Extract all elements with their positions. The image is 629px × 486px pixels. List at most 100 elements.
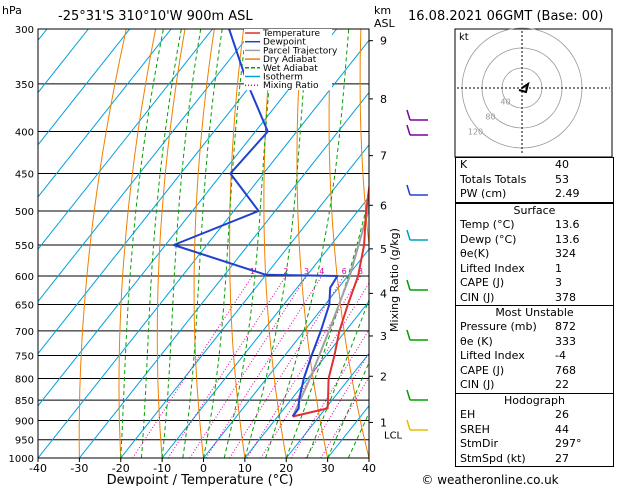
x-tick-label: 30 xyxy=(321,462,335,475)
stat-row: SREH 44 xyxy=(456,423,613,438)
wind-barb-flag xyxy=(406,124,411,136)
legend-bg xyxy=(244,46,332,56)
legend-bg xyxy=(244,29,332,38)
pressure-tick-label: 600 xyxy=(15,272,34,283)
mixing-ratio-label: 10 xyxy=(368,267,378,276)
km-tick-label: 8 xyxy=(380,93,387,106)
stat-label: θe (K) xyxy=(460,334,493,348)
stat-label: Lifted Index xyxy=(460,261,525,275)
x-tick-label: -30 xyxy=(70,462,88,475)
wet-adiabat-line xyxy=(265,29,350,458)
isotherm-line xyxy=(38,29,338,407)
mixing-ratio-label: 3 xyxy=(304,267,309,276)
wind-barb-flag xyxy=(406,419,411,431)
pressure-tick-label: 650 xyxy=(15,301,34,312)
stat-value: 378 xyxy=(555,290,576,304)
stat-label: CAPE (J) xyxy=(460,363,505,377)
km-tick-label: 6 xyxy=(380,199,387,212)
isotherm-line xyxy=(38,29,89,94)
stat-label: CIN (J) xyxy=(460,378,495,392)
wet-adiabat-line xyxy=(306,298,369,458)
height-ref: ASL xyxy=(374,17,396,30)
stat-value: -4 xyxy=(555,349,566,363)
legend-bg xyxy=(244,55,332,65)
x-tick-label: 10 xyxy=(238,462,252,475)
km-tick-label: 7 xyxy=(380,150,387,163)
pressure-tick-label: 950 xyxy=(15,436,34,447)
most-unstable-panel: Most Unstable Pressure (mb) 872 θe (K) 333 L… xyxy=(455,305,614,394)
legend-entry: Temperature xyxy=(262,29,320,39)
hodograph-stats-panel: Hodograph EH 26 SREH 44 StmDir 297° StmSpd (kt… xyxy=(455,393,614,468)
wind-barb-flag xyxy=(406,229,411,241)
isotherm-line xyxy=(203,248,369,458)
stat-row: StmDir 297° xyxy=(456,437,613,452)
pressure-tick-label: 350 xyxy=(15,80,34,91)
stat-value: 26 xyxy=(555,408,569,421)
stat-label: CIN (J) xyxy=(460,290,495,304)
legend-bg xyxy=(244,72,332,82)
stat-row: EH 26 xyxy=(456,408,613,423)
mixing-ratio-label: 2 xyxy=(283,267,288,276)
isotherm-line xyxy=(38,29,213,250)
hodograph-stats-title: Hodograph xyxy=(504,394,565,407)
wind-barb-flag xyxy=(406,329,411,341)
legend-entry: Isotherm xyxy=(263,73,303,83)
mixing-ratio-label: 20 xyxy=(411,267,421,276)
dry-adiabat-line xyxy=(229,29,246,458)
stat-row: Lifted Index -4 xyxy=(456,349,613,364)
stat-label: CAPE (J) xyxy=(460,276,505,290)
dry-adiabat-line xyxy=(156,29,186,458)
x-tick-label: 0 xyxy=(200,462,207,475)
legend-entry: Parcel Trajectory xyxy=(263,46,338,56)
km-tick-label: 3 xyxy=(380,330,387,343)
stat-row: Dewp (°C) 13.6 xyxy=(456,233,613,248)
parcel-trajectory-line xyxy=(291,191,369,417)
stat-row: Temp (°C) 13.6 xyxy=(456,218,613,233)
legend-bg xyxy=(244,37,332,47)
stat-value: 40 xyxy=(555,158,569,171)
mixing-ratio-label: 6 xyxy=(342,267,347,276)
mixing-ratio-line xyxy=(229,275,345,458)
stat-row: θe(K) 324 xyxy=(456,247,613,262)
dry-adiabat-line xyxy=(78,29,127,458)
surface-title: Surface xyxy=(513,204,556,217)
wind-barb-flag xyxy=(406,389,411,401)
pressure-tick-label: 500 xyxy=(15,207,34,218)
pressure-tick-label: 800 xyxy=(15,374,34,385)
mixing-ratio-line xyxy=(189,275,308,458)
x-tick-label: 40 xyxy=(362,462,376,475)
dry-adiabat-line xyxy=(193,29,215,458)
stat-label: StmSpd (kt) xyxy=(460,451,526,465)
stat-value: 768 xyxy=(555,363,576,377)
stat-value: 297° xyxy=(555,437,582,451)
pressure-tick-label: 550 xyxy=(15,241,34,252)
x-tick-label: -40 xyxy=(29,462,47,475)
isotherm-line xyxy=(161,196,369,458)
height-unit: km xyxy=(374,4,391,17)
wet-adiabat-line xyxy=(120,29,164,458)
stat-row: θe (K) 333 xyxy=(456,335,613,350)
stat-value: 44 xyxy=(555,422,569,436)
stat-value: 1 xyxy=(555,261,562,275)
dry-adiabat-line xyxy=(263,29,287,458)
stat-value: 13.6 xyxy=(555,232,580,246)
datetime: 16.08.2021 06GMT (Base: 00) xyxy=(408,9,603,24)
dry-adiabat-line xyxy=(328,29,369,458)
pressure-tick-label: 1000 xyxy=(9,454,34,465)
isotherm-line xyxy=(120,143,369,458)
isotherm-line xyxy=(38,29,131,146)
stat-label: EH xyxy=(460,408,476,421)
stat-value: 2.49 xyxy=(555,187,580,201)
stat-value: 27 xyxy=(555,451,569,465)
isotherm-line xyxy=(78,91,369,458)
stat-label: K xyxy=(460,158,468,171)
stat-label: Temp (°C) xyxy=(460,218,515,231)
x-tick-label: 20 xyxy=(279,462,293,475)
stat-value: 3 xyxy=(555,276,562,290)
pressure-tick-label: 450 xyxy=(15,169,34,180)
stat-label: PW (cm) xyxy=(460,187,507,201)
stat-row: Lifted Index 1 xyxy=(456,262,613,277)
pressure-tick-label: 300 xyxy=(15,25,34,36)
credit: © weatheronline.co.uk xyxy=(421,473,558,486)
stat-value: 333 xyxy=(555,334,576,348)
